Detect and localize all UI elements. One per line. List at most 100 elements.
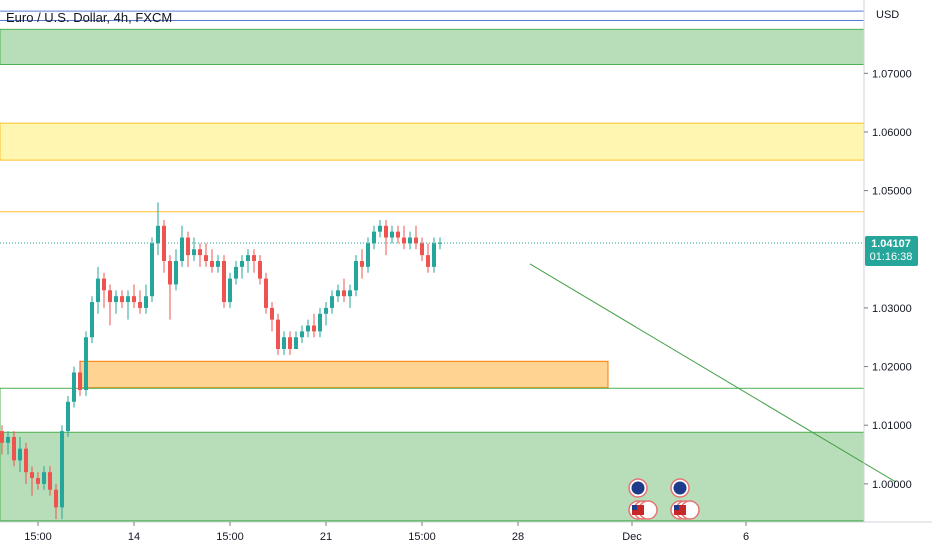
candle-body [144,296,148,308]
candle-body [102,278,106,291]
candle-body [198,249,202,256]
candle-body [264,278,268,308]
event-icon-group-0 [628,478,658,520]
trend-line [529,263,897,483]
candle-body [168,261,172,285]
flag-icon-canton [674,505,679,510]
candle-body [186,237,190,256]
calendar-event-icon-core [673,481,687,495]
horizontal-lines-layer [0,10,864,244]
candle-body [18,448,22,461]
x-tick-label: 14 [128,531,140,543]
x-tick-label: 21 [320,531,332,543]
candle-body [174,261,178,285]
candle-body [330,296,334,308]
candle-body [390,231,394,238]
y-tick-label: 1.00000 [872,479,912,491]
candle-body [336,290,340,297]
candle-body [12,436,16,461]
last-price-box [865,235,918,266]
currency-label: USD [876,9,899,21]
last-price-label: 1.04107 [871,238,911,250]
y-tick-label: 1.03000 [872,303,912,315]
price-axis[interactable]: 1.07000 1.06000 1.05000 1.03000 1.02000 1.010… [864,68,912,491]
x-tick-label: 15:00 [216,531,244,543]
candle-body [276,319,280,349]
candle-body [246,255,250,261]
candle-body [312,325,316,332]
candle-body [138,302,142,308]
candle-body [300,331,304,338]
candle-body [42,472,46,484]
candle-body [72,372,76,402]
candle-body [6,436,10,443]
x-tick-label: 15:00 [408,531,436,543]
x-tick-label: 6 [743,531,749,543]
candle-body [222,261,226,303]
candle-body [384,225,388,238]
events-layer [628,478,700,520]
y-tick-label: 1.01000 [872,420,912,432]
flag-icon-stripes [632,505,644,515]
candle-body [54,489,58,508]
green-lower-zone [0,431,865,522]
candle-body [24,448,28,473]
candle-body [48,472,52,490]
candle-body [0,431,4,443]
chart-title: Euro / U.S. Dollar, 4h, FXCM [6,10,172,25]
time-axis[interactable]: 15:00 14 15:00 21 15:00 28 Dec 6 [24,522,749,543]
candle-body [414,237,418,244]
candle-body [270,307,274,320]
zones-layer [0,28,865,522]
orange-demand-zone [79,360,609,389]
candle-body [402,237,406,244]
candle-body [258,261,262,279]
yellow-zone [0,122,865,161]
x-tick-label: Dec [622,531,642,543]
candle-body [108,290,112,303]
candle-body [210,261,214,267]
candle-body [162,225,166,261]
candle-body [192,249,196,256]
x-tick-label: 28 [512,531,524,543]
candle-body [342,290,346,297]
x-tick-label: 15:00 [24,531,52,543]
candle-body [84,337,88,391]
candle-body [288,337,292,349]
y-tick-label: 1.07000 [872,68,912,80]
candle-body [234,266,238,279]
candle-body [126,296,130,303]
candle-body [282,337,286,349]
candle-body [306,325,310,332]
candle-body [240,261,244,267]
candle-body [216,261,220,267]
candle-body [396,231,400,238]
candle-body [420,243,424,256]
candle-body [78,372,82,391]
candle-body [90,302,94,338]
candle-body [66,401,70,432]
candle-body [228,278,232,303]
candle-body [372,231,376,244]
candle-body [324,307,328,314]
candle-body [354,261,358,291]
candle-body [426,255,430,267]
candle-body [60,431,64,508]
candle-body [36,478,40,484]
trend-line-layer [529,263,897,483]
candle-body [408,237,412,244]
calendar-event-icon-core [631,481,645,495]
flag-icon-canton [632,505,637,510]
candle-body [294,337,298,349]
candle-body [366,243,370,267]
candle-body [114,296,118,303]
candles-layer [0,202,442,520]
candle-body [30,472,34,479]
candle-body [438,242,442,244]
candle-body [348,290,352,297]
last-price-marker: 1.04107 01:16:38 [865,235,918,266]
candle-body [150,243,154,297]
green-supply-zone [0,28,865,66]
candle-body [120,296,124,303]
